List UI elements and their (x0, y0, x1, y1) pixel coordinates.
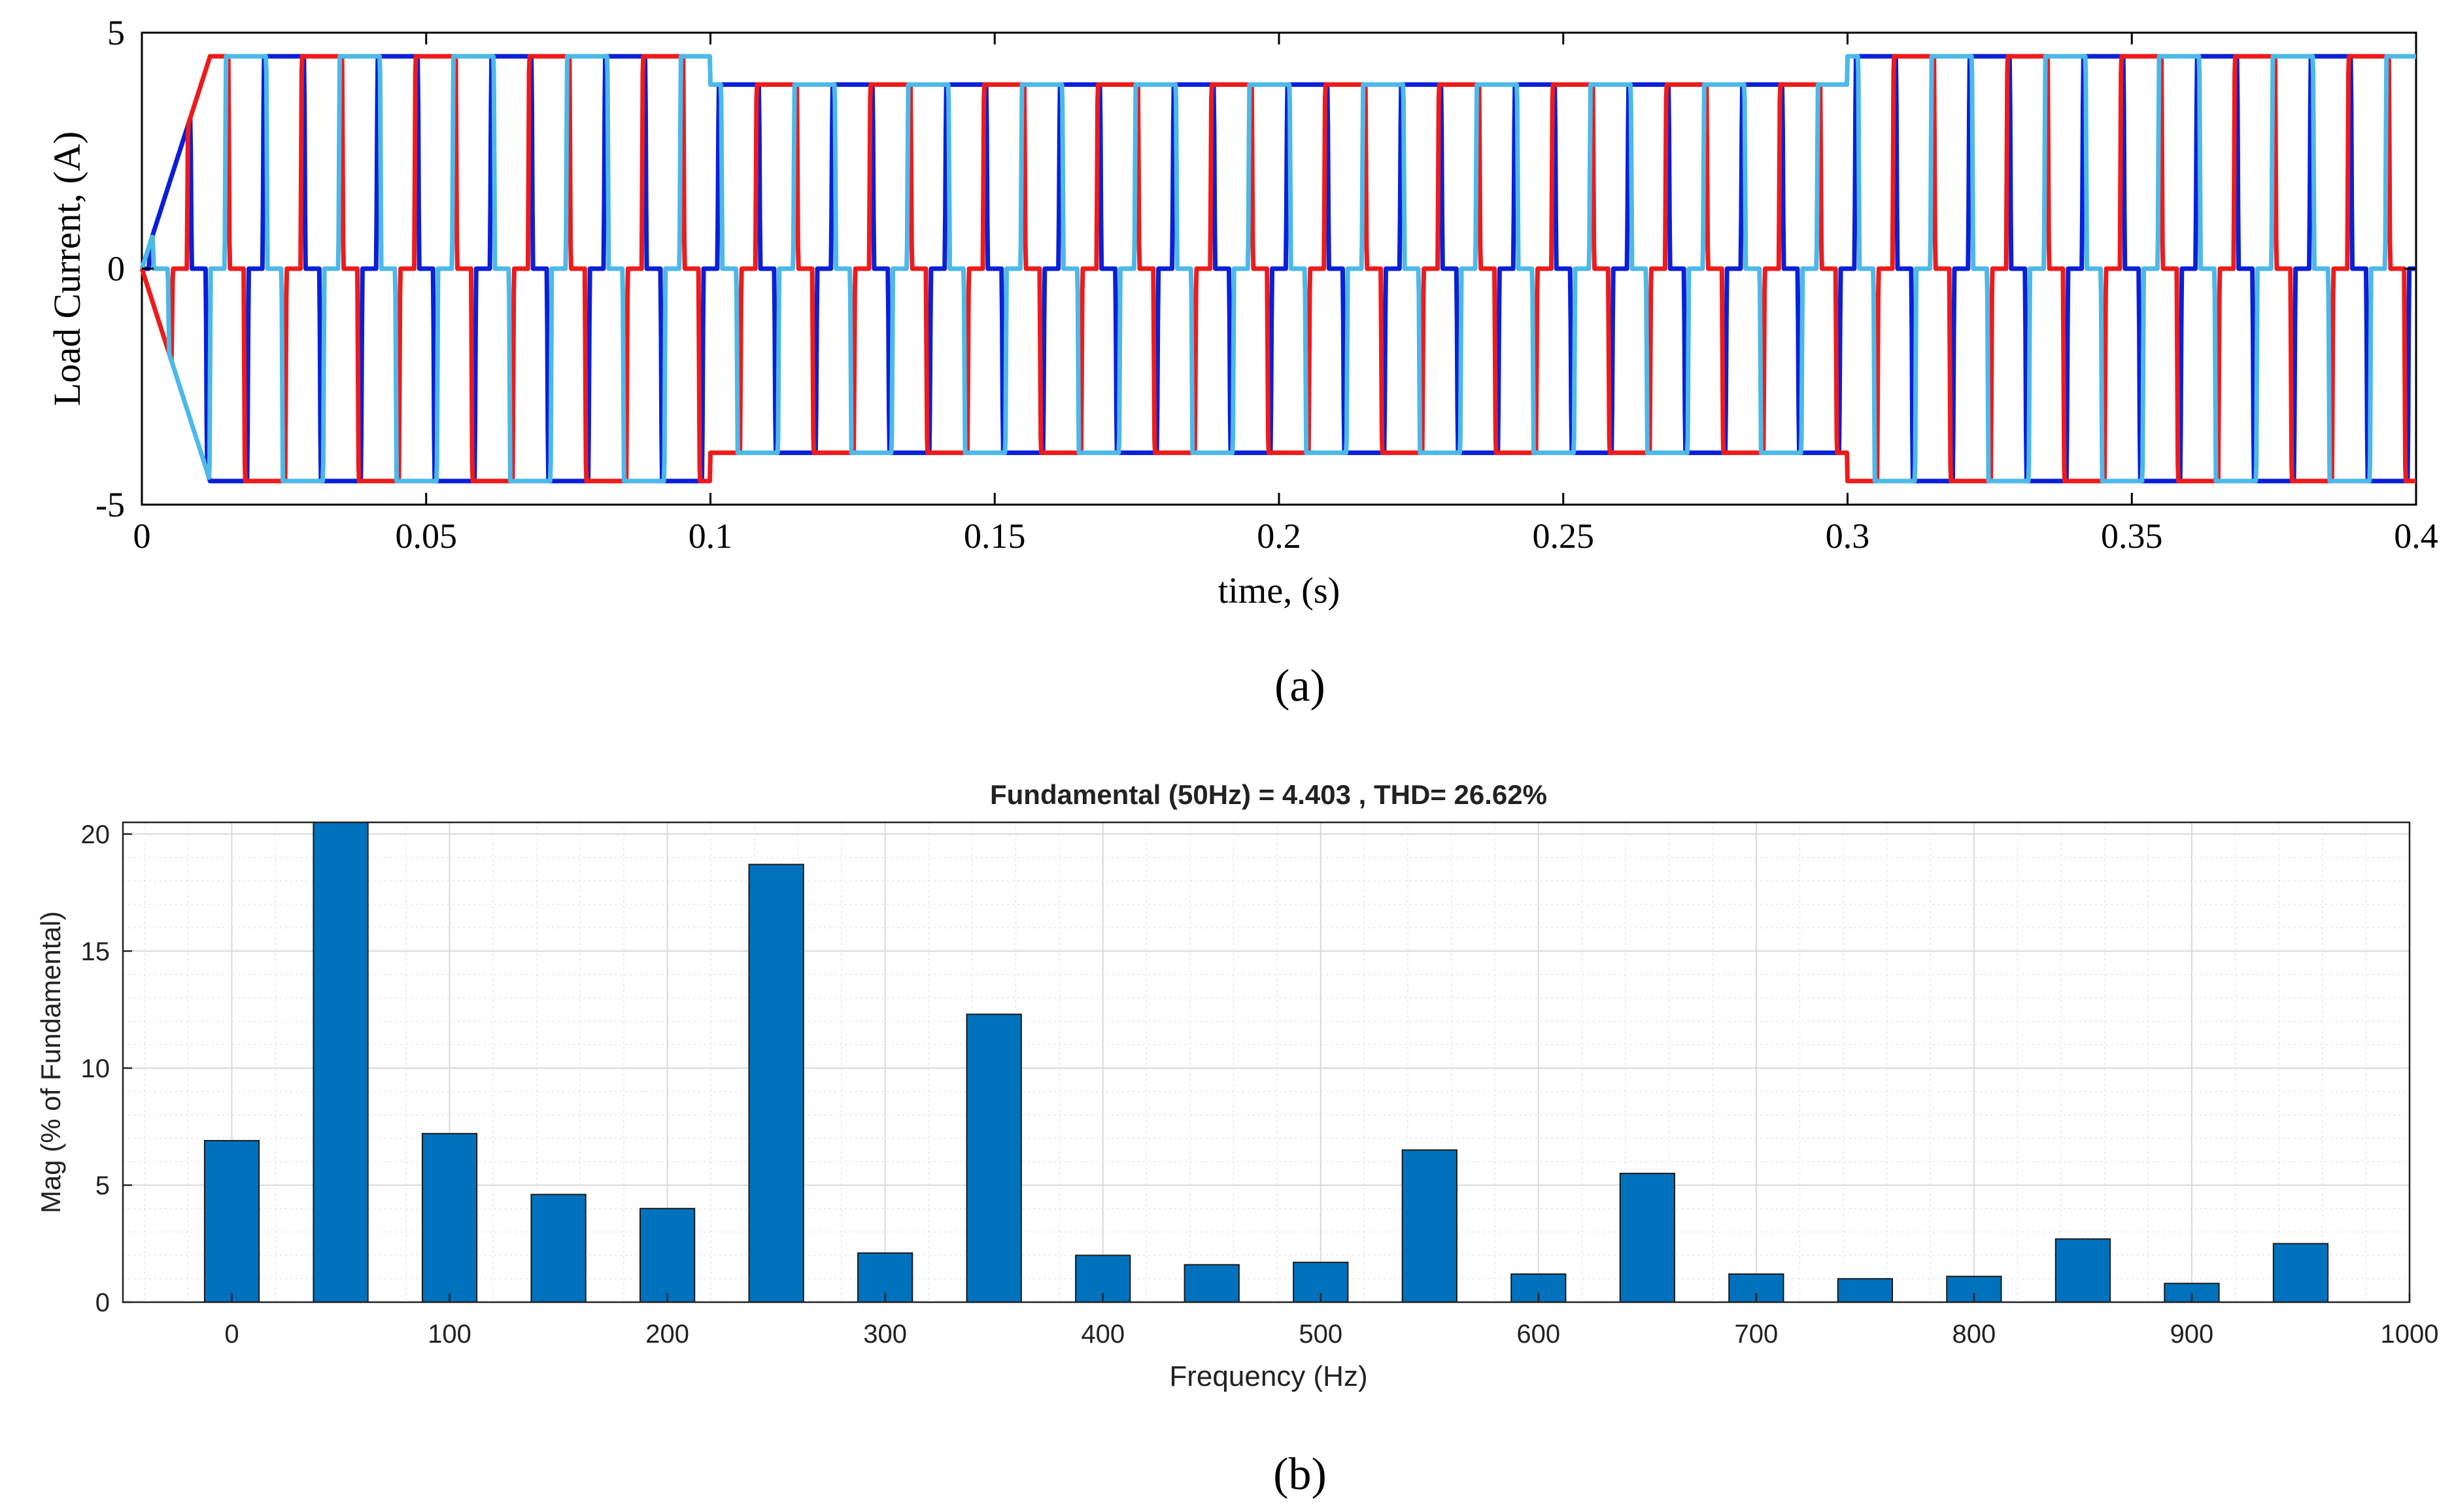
grid-b (123, 822, 2410, 1303)
x-tick-label-b: 300 (863, 1320, 907, 1349)
bar-200hz (639, 1207, 696, 1303)
panel-label-b: (b) (1273, 1449, 1327, 1500)
x-tick-label-b: 700 (1734, 1320, 1778, 1349)
x-tick-label-a: 0.1 (689, 516, 733, 556)
x-tick-label-b: 500 (1299, 1320, 1342, 1349)
x-tick-label-a: 0.2 (1257, 516, 1301, 556)
x-axis-label-a: time, (s) (1218, 571, 1340, 611)
y-tick-label-a: -5 (95, 485, 125, 524)
harmonic-bars (203, 822, 2329, 1303)
bar-850hz (2054, 1238, 2111, 1303)
y-axis-label-b: Mag (% of Fundamental) (35, 911, 66, 1213)
x-tick-label-b: 600 (1516, 1320, 1560, 1349)
y-tick-labels-b: 0 5 10 15 20 (81, 820, 111, 1317)
x-tick-label-b: 0 (224, 1320, 239, 1349)
x-tick-label-b: 1000 (2381, 1320, 2439, 1349)
current-waveforms (139, 54, 2418, 484)
x-axis-label-b: Frequency (Hz) (1169, 1360, 1367, 1392)
y-tick-label-b: 20 (81, 820, 111, 849)
series-line-2 (139, 54, 2418, 484)
x-tick-label-a: 0.25 (1533, 516, 1595, 556)
y-tick-label-b: 10 (81, 1054, 111, 1083)
axes-frame-b (122, 821, 2411, 1303)
x-tick-label-b: 200 (645, 1320, 689, 1349)
load-current-chart: 0 0.05 0.1 0.15 0.2 0.25 0.3 0.35 0.4 -505 time,… (46, 13, 2438, 611)
y-tick-label-b: 0 (95, 1288, 110, 1317)
bar-250hz (748, 864, 804, 1303)
x-tick-label-a: 0.35 (2101, 516, 2163, 556)
plot-area-b (123, 822, 2410, 1302)
x-tick-label-a: 0 (133, 516, 151, 556)
series-line-1 (140, 54, 2418, 484)
y-tick-label-b: 5 (95, 1171, 110, 1200)
x-tick-label-b: 400 (1081, 1320, 1125, 1349)
tick-marks-a (141, 31, 2417, 506)
y-tick-label-a: 5 (107, 13, 125, 52)
y-tick-labels-a: -5 0 5 (95, 13, 125, 524)
bar-950hz (2272, 1243, 2329, 1303)
bar-100hz (421, 1133, 478, 1303)
y-tick-label-a: 0 (107, 249, 125, 288)
x-tick-label-a: 0.05 (396, 516, 458, 556)
harmonic-spectrum-chart: 0 100 200 300 400 500 600 700 800 900 1000 0 5 10 15 2… (35, 779, 2438, 1392)
bar-50hz (313, 822, 369, 1303)
x-tick-labels-b: 0 100 200 300 400 500 600 700 800 900 1000 (224, 1320, 2438, 1349)
bar-550hz (1401, 1149, 1457, 1303)
y-tick-label-b: 15 (81, 937, 111, 966)
x-tick-labels-a: 0 0.05 0.1 0.15 0.2 0.25 0.3 0.35 0.4 (133, 516, 2438, 556)
chart-title-b: Fundamental (50Hz) = 4.403 , THD= 26.62% (990, 779, 1547, 810)
series-line-3 (139, 54, 2418, 484)
x-tick-label-a: 0.15 (964, 516, 1026, 556)
y-axis-label-a: Load Current, (A) (46, 131, 88, 406)
bar-150hz (530, 1194, 587, 1303)
x-tick-label-a: 0.3 (1826, 516, 1870, 556)
bar-650hz (1619, 1173, 1675, 1303)
x-tick-label-b: 800 (1952, 1320, 1996, 1349)
panel-label-a: (a) (1274, 661, 1325, 711)
tick-marks-b (123, 833, 2411, 1303)
bar-450hz (1184, 1264, 1240, 1303)
bar-0hz (203, 1139, 260, 1303)
bar-350hz (966, 1013, 1022, 1303)
x-tick-label-a: 0.4 (2394, 516, 2438, 556)
x-tick-label-b: 100 (428, 1320, 471, 1349)
x-tick-label-b: 900 (2170, 1320, 2214, 1349)
bar-750hz (1837, 1278, 1894, 1303)
